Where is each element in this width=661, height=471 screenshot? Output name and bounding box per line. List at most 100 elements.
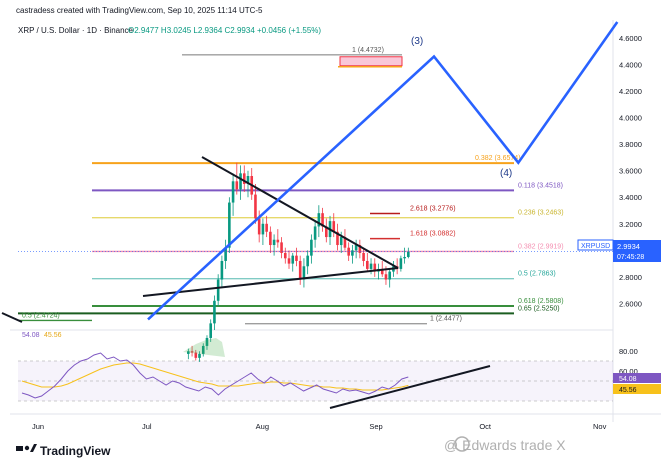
candle-body (283, 253, 287, 259)
candle-body (235, 181, 239, 190)
candle-body (194, 352, 198, 358)
logo-text: TradingView (40, 444, 111, 458)
candle-body (216, 279, 220, 301)
candle-body (343, 237, 347, 248)
candle-body (295, 255, 298, 261)
candle-body (198, 353, 201, 358)
candle-body (280, 242, 283, 253)
price-tick-label: 4.2000 (619, 87, 642, 96)
candle-body (380, 268, 384, 275)
candle-body (332, 221, 336, 232)
price-axis[interactable]: 4.6000 4.4000 4.2000 4.0000 3.8000 3.6000 3.40… (619, 34, 642, 309)
candle-body (291, 255, 295, 264)
time-tick-label: Jul (142, 422, 152, 431)
candle-body (242, 173, 246, 184)
candle-body (269, 231, 272, 246)
candle-body (187, 351, 190, 354)
price-tick-label: 3.8000 (619, 140, 642, 149)
candle-body (310, 239, 313, 256)
candle-body (213, 300, 216, 324)
candle-body (388, 271, 391, 280)
fib-level-label: 0.5 (2.7863) (518, 271, 556, 278)
rsi-trendline[interactable] (329, 365, 491, 409)
time-axis[interactable]: Jun Jul Aug Sep Oct Nov (32, 422, 607, 431)
candle-body (313, 226, 317, 240)
price-tick-label: 4.0000 (619, 114, 642, 123)
watermark-icon (454, 436, 470, 452)
candle-body (384, 274, 388, 280)
candle-body (407, 251, 410, 257)
triangle-pattern[interactable] (142, 156, 399, 297)
candles (18, 162, 613, 362)
symbol-title[interactable]: XRP / U.S. Dollar · 1D · Binance (18, 26, 134, 35)
candle-body (369, 263, 373, 269)
candle-body (399, 258, 403, 269)
watermark: @ Edwards trade X (444, 436, 566, 453)
candle-body (339, 237, 343, 246)
candle-body (209, 323, 213, 338)
triangle-lower-trendline[interactable] (142, 267, 399, 297)
price-tick-label: 3.2000 (619, 220, 642, 229)
fib-levels[interactable]: 1 (4.4732) 0.382 (3.6574) 0.118 (3.4518) 2.… (18, 47, 564, 325)
wave-3-label: (3) (411, 36, 423, 47)
candle-body (324, 226, 328, 238)
candle-body (261, 223, 265, 235)
time-tick-label: Aug (256, 422, 269, 431)
time-tick-label: Sep (369, 422, 382, 431)
candle-body (298, 260, 302, 280)
price-tick-label: 3.6000 (619, 167, 642, 176)
candle-body (302, 266, 306, 280)
candle-body (351, 250, 354, 256)
target-zone[interactable] (339, 56, 403, 67)
price-badge: XRPUSD 2.9934 07:45:28 (577, 239, 661, 262)
symbol-row: XRP / U.S. Dollar · 1D · Binance O2.9477… (18, 26, 321, 35)
rsi-ma-label: 45.56 (44, 332, 62, 339)
fib-level-label: 0.65 (2.5250) (518, 305, 560, 312)
fib-level-label: 0.382 (2.9919) (518, 243, 564, 250)
rsi-tick-label: 60.00 (619, 367, 638, 376)
left-edge-trendline[interactable] (1, 312, 23, 323)
candle-body (201, 345, 205, 354)
candle-body (257, 218, 261, 235)
candle-body (403, 256, 406, 259)
rsi-ma-line (21, 362, 409, 391)
rsi-badge-value: 54.08 (619, 376, 637, 383)
wave-4-label: (4) (500, 168, 512, 179)
candle-body (373, 263, 377, 272)
time-tick-label: Jun (32, 422, 44, 431)
candle-body (190, 351, 194, 353)
watermark-text: @ Edwards trade X (444, 437, 566, 453)
candle-body (231, 181, 235, 203)
ticker-symbol: XRPUSD (581, 243, 610, 250)
fib-level-label: 0.118 (3.4518) (518, 182, 563, 189)
fib-level-label: 1 (2.4477) (430, 316, 462, 323)
fib-level-label: 2.618 (3.2776) (410, 205, 456, 212)
rsi-line (21, 352, 409, 399)
fib-level-label: 0.382 (3.6574) (475, 155, 521, 162)
candle-body (220, 260, 224, 280)
fib-level-label: 1 (4.4732) (352, 47, 384, 54)
rsi-overbought-fill (183, 338, 225, 357)
candle-body (224, 247, 227, 261)
time-tick-label: Oct (479, 422, 492, 431)
time-tick-label: Nov (593, 422, 607, 431)
fib-level-label: 1.618 (3.0882) (410, 231, 456, 238)
price-tick-label: 2.6000 (619, 299, 642, 308)
candle-body (306, 255, 309, 267)
candle-body (321, 213, 324, 227)
candle-body (228, 202, 231, 248)
candle-body (205, 337, 209, 346)
elliott-wave-path[interactable] (147, 21, 619, 321)
tradingview-logo[interactable]: TradingView (16, 444, 111, 458)
price-tick-label: 4.6000 (619, 34, 642, 43)
candle-body (362, 253, 365, 261)
ticker-countdown: 07:45:28 (617, 254, 644, 261)
logo-slash-icon (30, 444, 37, 452)
candle-body (366, 260, 369, 269)
candle-body (239, 173, 242, 190)
rsi-band (18, 361, 613, 401)
candle-body (354, 245, 358, 251)
triangle-upper-trendline[interactable] (201, 156, 399, 269)
candle-body (272, 239, 276, 246)
